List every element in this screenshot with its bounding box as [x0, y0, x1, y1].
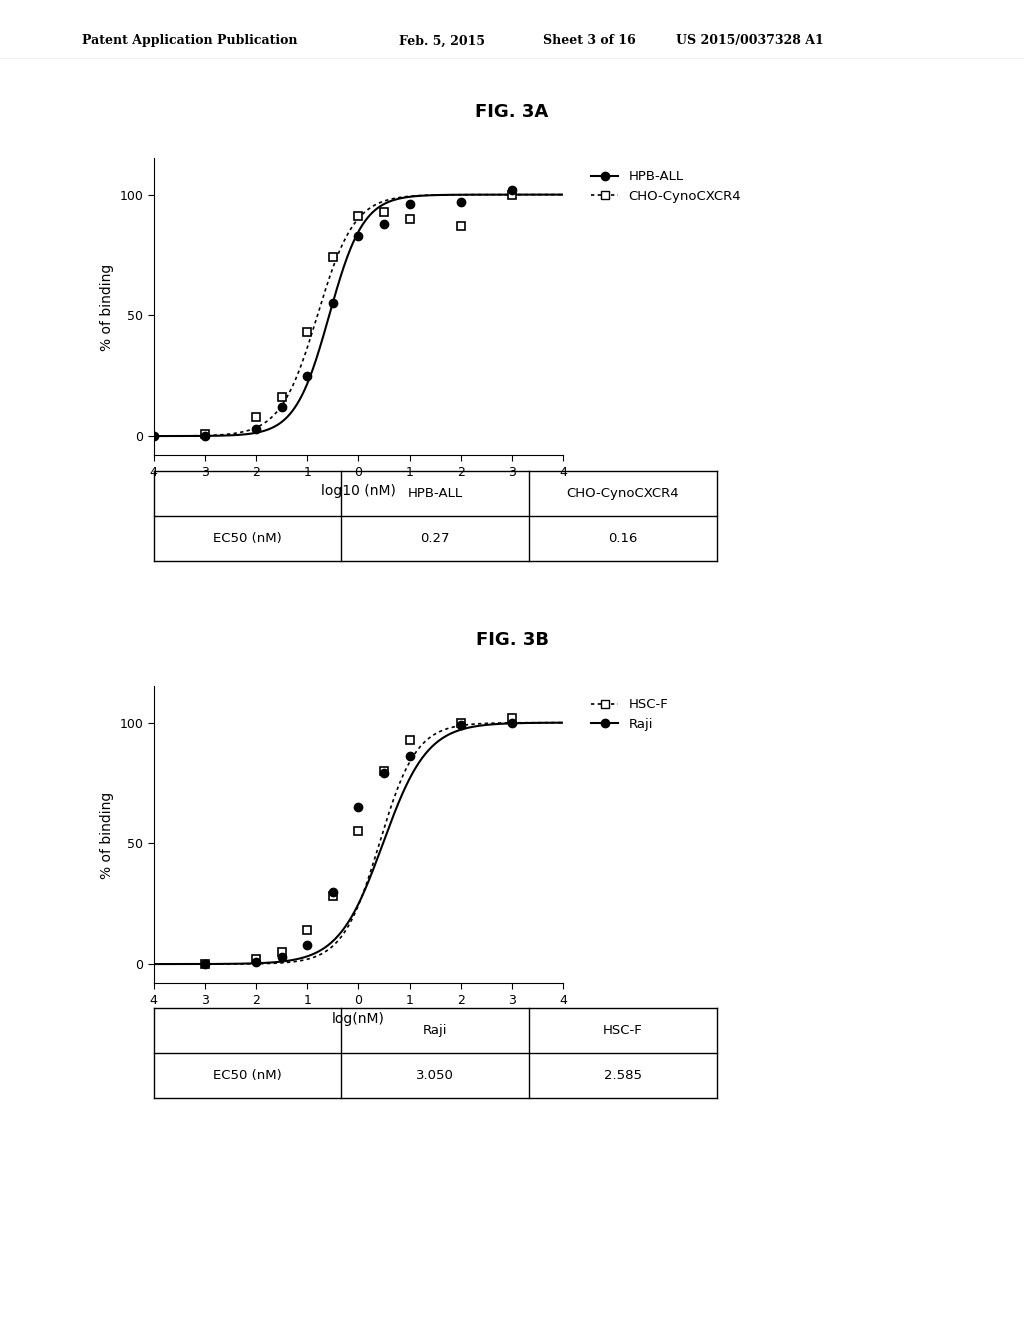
- Text: 3.050: 3.050: [417, 1069, 454, 1082]
- Y-axis label: % of binding: % of binding: [99, 791, 114, 879]
- Text: EC50 (nM): EC50 (nM): [213, 1069, 282, 1082]
- Text: Raji: Raji: [423, 1024, 447, 1038]
- Text: US 2015/0037328 A1: US 2015/0037328 A1: [676, 34, 823, 48]
- Text: FIG. 3A: FIG. 3A: [475, 103, 549, 121]
- Text: Feb. 5, 2015: Feb. 5, 2015: [399, 34, 485, 48]
- Text: 0.27: 0.27: [421, 532, 450, 545]
- X-axis label: log(nM): log(nM): [332, 1012, 385, 1027]
- Legend: HPB-ALL, CHO-CynoCXCR4: HPB-ALL, CHO-CynoCXCR4: [586, 165, 746, 209]
- X-axis label: log10 (nM): log10 (nM): [321, 484, 396, 499]
- Text: HPB-ALL: HPB-ALL: [408, 487, 463, 500]
- Text: HSC-F: HSC-F: [603, 1024, 643, 1038]
- Text: EC50 (nM): EC50 (nM): [213, 532, 282, 545]
- Text: Sheet 3 of 16: Sheet 3 of 16: [543, 34, 636, 48]
- Text: 0.16: 0.16: [608, 532, 638, 545]
- Legend: HSC-F, Raji: HSC-F, Raji: [586, 693, 674, 737]
- Y-axis label: % of binding: % of binding: [99, 263, 114, 351]
- Text: FIG. 3B: FIG. 3B: [475, 631, 549, 649]
- Text: CHO-CynoCXCR4: CHO-CynoCXCR4: [566, 487, 679, 500]
- Text: 2.585: 2.585: [604, 1069, 642, 1082]
- Text: Patent Application Publication: Patent Application Publication: [82, 34, 297, 48]
